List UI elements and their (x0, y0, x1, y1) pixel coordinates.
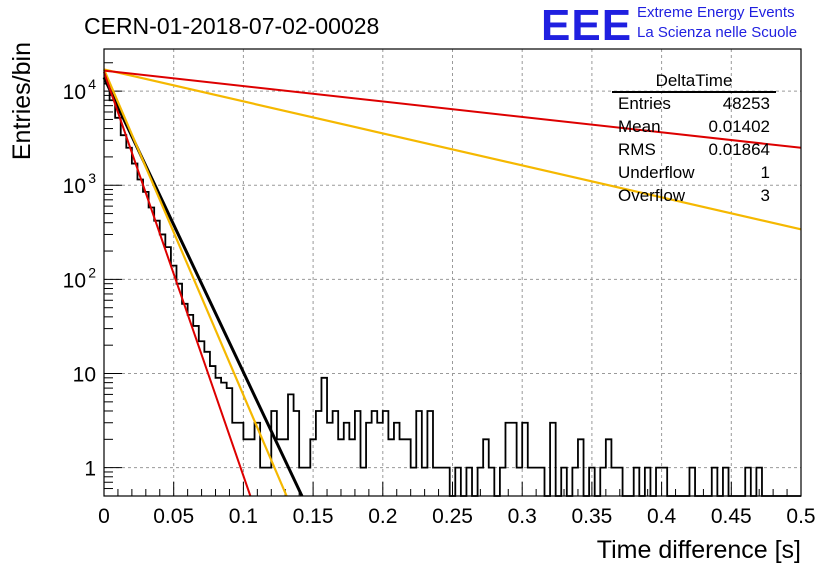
stats-label-underflow: Underflow (618, 163, 695, 182)
x-tick-label: 0.5 (786, 505, 815, 528)
x-tick-label: 0.1 (229, 505, 258, 528)
y-tick-exponent: 4 (88, 76, 96, 92)
stats-label-overflow: Overflow (618, 186, 686, 205)
y-axis-label: Entries/bin (8, 42, 36, 160)
stats-value-mean: 0.01402 (709, 117, 770, 136)
stats-label-mean: Mean (618, 117, 661, 136)
eee-logo-line1: Extreme Energy Events (637, 4, 795, 21)
x-tick-label: 0.15 (293, 505, 334, 528)
y-tick-label: 10 (63, 81, 86, 104)
fit-line (103, 71, 252, 497)
stats-value-underflow: 1 (761, 163, 770, 182)
x-tick-label: 0.4 (647, 505, 677, 528)
x-tick-label: 0.05 (153, 505, 194, 528)
x-tick-label: 0.2 (368, 505, 397, 528)
y-tick-label: 1 (84, 458, 96, 481)
x-tick-label: 0.3 (508, 505, 537, 528)
stats-value-entries: 48253 (723, 94, 770, 113)
stats-label-rms: RMS (618, 140, 656, 159)
x-axis-label: Time difference [s] (597, 536, 801, 564)
x-tick-label: 0 (98, 505, 110, 528)
y-tick-label: 10 (63, 269, 86, 292)
x-tick-label: 0.25 (432, 505, 473, 528)
stats-box: DeltaTime Entries 48253 Mean 0.01402 RMS… (612, 71, 776, 205)
x-tick-labels: 0 0.05 0.1 0.15 0.2 0.25 0.3 0.35 0.4 0.45 0.5 (98, 505, 815, 528)
histogram-step-line (104, 82, 801, 497)
fit-line (103, 69, 802, 149)
stats-label-entries: Entries (618, 94, 671, 113)
eee-logo-mark: EEE (541, 1, 632, 50)
fit-lines (102, 68, 802, 497)
histogram (104, 82, 801, 497)
y-tick-exponent: 2 (88, 264, 96, 280)
plot-frame (103, 48, 802, 497)
eee-logo: EEE Extreme Energy Events La Scienza nel… (541, 1, 797, 50)
stats-value-rms: 0.01864 (709, 140, 770, 159)
grid (104, 49, 801, 496)
y-tick-exponent: 3 (88, 170, 96, 186)
fit-line (103, 68, 802, 231)
x-tick-label: 0.45 (711, 505, 752, 528)
y-tick-label: 10 (73, 364, 96, 387)
stats-title: DeltaTime (656, 71, 733, 90)
stats-value-overflow: 3 (761, 186, 770, 205)
fit-line (102, 68, 288, 497)
run-title: CERN-01-2018-07-02-00028 (84, 13, 379, 39)
eee-logo-line2: La Scienza nelle Scuole (637, 24, 797, 41)
x-tick-label: 0.35 (571, 505, 612, 528)
y-tick-label: 10 (63, 175, 86, 198)
